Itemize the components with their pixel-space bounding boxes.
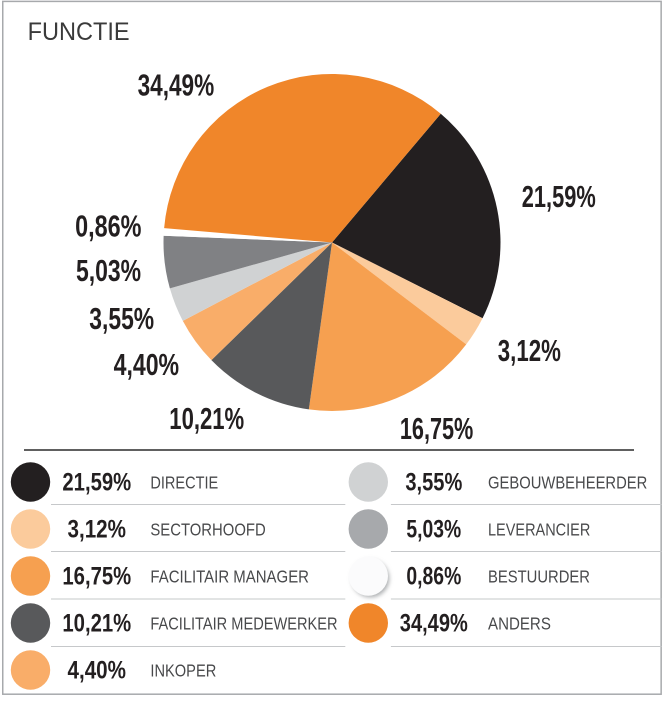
svg-text:FACILITAIR MEDEWERKER: FACILITAIR MEDEWERKER — [150, 613, 337, 633]
svg-text:10,21%: 10,21% — [62, 610, 131, 638]
svg-text:FACILITAIR MANAGER: FACILITAIR MANAGER — [150, 566, 309, 586]
svg-text:21,59%: 21,59% — [522, 179, 596, 214]
svg-text:16,75%: 16,75% — [400, 411, 473, 446]
svg-text:BESTUURDER: BESTUURDER — [488, 566, 590, 586]
svg-text:10,21%: 10,21% — [169, 401, 244, 436]
svg-text:3,12%: 3,12% — [498, 333, 561, 368]
svg-text:GEBOUWBEHEERDER: GEBOUWBEHEERDER — [488, 472, 647, 492]
svg-text:3,55%: 3,55% — [89, 301, 154, 336]
svg-text:34,49%: 34,49% — [138, 67, 215, 102]
svg-text:4,40%: 4,40% — [114, 347, 180, 382]
svg-text:3,12%: 3,12% — [68, 516, 127, 544]
svg-text:34,49%: 34,49% — [400, 610, 468, 638]
svg-text:0,86%: 0,86% — [75, 209, 141, 244]
svg-text:0,86%: 0,86% — [406, 563, 461, 591]
svg-text:21,59%: 21,59% — [62, 469, 131, 497]
svg-text:ANDERS: ANDERS — [488, 613, 551, 633]
svg-text:4,40%: 4,40% — [68, 657, 127, 685]
svg-text:5,03%: 5,03% — [76, 253, 141, 288]
svg-text:5,03%: 5,03% — [406, 516, 461, 544]
svg-text:SECTORHOOFD: SECTORHOOFD — [150, 519, 265, 539]
svg-text:FUNCTIE: FUNCTIE — [28, 18, 130, 46]
svg-text:INKOPER: INKOPER — [150, 660, 216, 680]
svg-text:16,75%: 16,75% — [62, 563, 131, 591]
svg-text:3,55%: 3,55% — [405, 469, 462, 497]
svg-text:LEVERANCIER: LEVERANCIER — [488, 519, 590, 539]
svg-text:DIRECTIE: DIRECTIE — [150, 472, 218, 492]
